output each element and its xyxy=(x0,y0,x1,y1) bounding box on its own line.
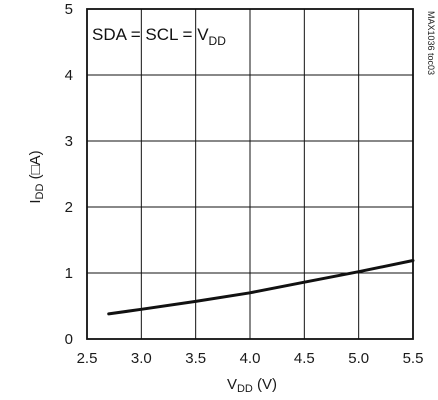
x-tick-label: 5.0 xyxy=(348,350,369,367)
series-layer xyxy=(107,259,415,316)
y-tick-label: 3 xyxy=(65,133,73,150)
x-tick-label: 3.0 xyxy=(131,350,152,367)
x-tick-label: 3.5 xyxy=(185,350,206,367)
x-tick-label: 2.5 xyxy=(77,350,98,367)
y-tick-label: 4 xyxy=(65,67,73,84)
x-tick-label: 4.5 xyxy=(294,350,315,367)
y-tick-labels: 0 1 2 3 4 5 xyxy=(65,1,73,348)
y-axis-title-sub: DD xyxy=(34,184,46,200)
annotation-prefix: SDA = SCL = V xyxy=(92,25,209,44)
x-axis-title-sub: DD xyxy=(237,383,253,395)
series-line xyxy=(107,259,415,316)
x-tick-label: 5.5 xyxy=(403,350,424,367)
annotation-subscript: DD xyxy=(209,34,227,48)
x-tick-labels: 2.5 3.0 3.5 4.0 4.5 5.0 5.5 xyxy=(77,350,424,367)
x-tick-label: 4.0 xyxy=(240,350,261,367)
y-tick-label: 0 xyxy=(65,331,73,348)
y-tick-label: 1 xyxy=(65,265,73,282)
x-axis-title-unit: (V) xyxy=(253,376,277,393)
y-tick-label: 5 xyxy=(65,1,73,18)
part-number-label: MAX1036 toc03 xyxy=(426,11,436,75)
y-axis-title-main: I xyxy=(27,199,44,203)
y-axis-title: IDD (□A) xyxy=(27,150,46,203)
x-axis-title-main: V xyxy=(227,376,237,393)
y-axis-title-unit: (□A) xyxy=(27,150,44,183)
y-tick-label: 2 xyxy=(65,199,73,216)
x-axis-title: VDD (V) xyxy=(227,376,277,395)
plot-frame xyxy=(86,8,414,340)
grid xyxy=(87,9,413,339)
condition-annotation: SDA = SCL = VDD xyxy=(92,25,226,48)
